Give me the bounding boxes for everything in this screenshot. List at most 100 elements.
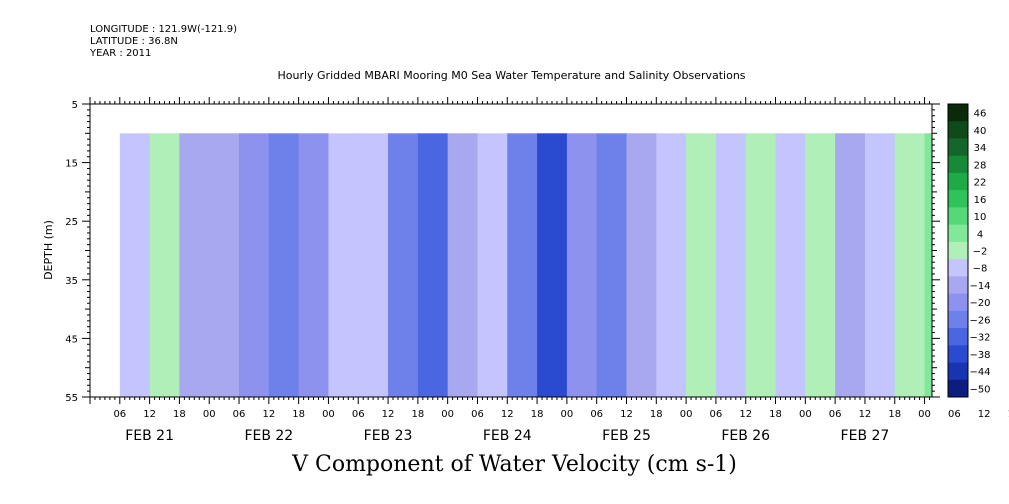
x-day-label: FEB 26 — [721, 428, 770, 444]
x-tick-label: 00 — [322, 409, 335, 420]
heatmap-field — [119, 133, 933, 398]
y-tick-label: 25 — [65, 217, 78, 228]
colorbar-swatch — [948, 345, 968, 363]
colorbar-swatch — [948, 293, 968, 312]
x-tick-label: 18 — [411, 409, 424, 420]
colorbar-label: 16 — [974, 195, 987, 206]
x-tick-label: 00 — [561, 409, 574, 420]
colorbar-label: −50 — [969, 384, 990, 395]
colorbar-label: −32 — [969, 333, 990, 344]
x-tick-label: 18 — [1008, 409, 1009, 420]
heatmap-cell — [507, 133, 538, 398]
heatmap-cell — [477, 133, 508, 398]
colorbar-label: −44 — [969, 367, 990, 378]
x-tick-label: 06 — [590, 409, 603, 420]
y-tick-label: 5 — [72, 100, 78, 111]
x-axis: 06 12 18 00 06 12 18 00 06 12 18 00 06 12 18 00 06 12 18 00… — [89, 97, 1009, 444]
colorbar-label: 10 — [974, 212, 987, 223]
longitude-label: LONGITUDE : 121.9W(-121.9) — [90, 24, 237, 35]
x-day-label: FEB 21 — [125, 428, 174, 444]
heatmap-cell — [417, 133, 449, 398]
colorbar-swatch — [948, 259, 968, 277]
x-tick-label: 00 — [441, 409, 454, 420]
heatmap-cell — [596, 133, 627, 398]
x-tick-label: 12 — [620, 409, 633, 420]
colorbar-label: −8 — [973, 264, 988, 275]
x-tick-label: 12 — [501, 409, 514, 420]
x-tick-label: 06 — [471, 409, 484, 420]
x-day-label: FEB 22 — [244, 428, 293, 444]
heatmap-cell — [388, 133, 419, 398]
colorbar-swatch — [948, 190, 968, 208]
x-day-label: FEB 25 — [602, 428, 651, 444]
colorbar-swatch — [948, 104, 968, 122]
colorbar-swatch — [948, 379, 968, 398]
heatmap-cell — [179, 133, 210, 398]
colorbar-label: −26 — [969, 315, 990, 326]
colorbar-label: −20 — [969, 298, 990, 309]
heatmap-cell — [686, 133, 717, 398]
heatmap-cell — [268, 133, 300, 398]
x-tick-label: 12 — [262, 409, 275, 420]
heatmap-cell — [566, 133, 598, 398]
x-tick-label: 06 — [352, 409, 365, 420]
heatmap-cell — [209, 133, 240, 398]
x-tick-label: 18 — [769, 409, 782, 420]
colorbar-swatch — [948, 224, 968, 243]
colorbar-swatch — [948, 328, 968, 346]
x-tick-label: 18 — [888, 409, 901, 420]
colorbar-swatch — [948, 207, 968, 226]
year-label: YEAR : 2011 — [90, 48, 152, 59]
heatmap-cell — [239, 133, 270, 398]
x-tick-label: 00 — [799, 409, 812, 420]
heatmap-cell — [715, 133, 747, 398]
colorbar-swatch — [948, 362, 968, 381]
heatmap-cell — [626, 133, 657, 398]
x-day-label: FEB 27 — [841, 428, 890, 444]
x-tick-label: 12 — [978, 409, 991, 420]
colorbar-label: 4 — [977, 229, 983, 240]
heatmap-cell — [298, 133, 329, 398]
heatmap-cell — [745, 133, 777, 398]
x-tick-label: 06 — [113, 409, 126, 420]
heatmap-cell — [537, 133, 568, 398]
x-tick-label: 06 — [710, 409, 723, 420]
x-tick-label: 18 — [173, 409, 186, 420]
heatmap-cell — [328, 133, 359, 398]
x-tick-label: 00 — [680, 409, 693, 420]
colorbar-frame — [947, 103, 969, 398]
x-tick-label: 18 — [650, 409, 663, 420]
colorbar-label: 28 — [974, 160, 987, 171]
x-tick-label: 06 — [948, 409, 961, 420]
colorbar-label: −38 — [969, 350, 990, 361]
colorbar-swatch — [948, 155, 968, 174]
colorbar-swatch — [948, 310, 968, 329]
colorbar-label: 40 — [974, 126, 987, 137]
y-axis: 5 15 25 35 45 55 — [65, 100, 940, 404]
x-day-label: FEB 23 — [364, 428, 413, 444]
x-tick-label: 06 — [829, 409, 842, 420]
y-tick-label: 55 — [65, 393, 78, 404]
x-tick-label: 00 — [918, 409, 931, 420]
latitude-label: LATITUDE : 36.8N — [90, 36, 178, 47]
colorbar-swatch — [948, 241, 968, 260]
heatmap-cell — [894, 133, 926, 398]
x-tick-label: 12 — [143, 409, 156, 420]
x-tick-label: 12 — [739, 409, 752, 420]
heatmap-cell — [924, 133, 933, 398]
chart-title: Hourly Gridded MBARI Mooring M0 Sea Wate… — [277, 69, 746, 82]
y-tick-label: 15 — [65, 159, 78, 170]
x-tick-label: 00 — [203, 409, 216, 420]
heatmap-cell — [775, 133, 806, 398]
colorbar-label: −14 — [969, 281, 990, 292]
x-tick-label: 18 — [531, 409, 544, 420]
heatmap-cell — [835, 133, 866, 398]
y-tick-label: 45 — [65, 334, 78, 345]
heatmap-cell — [358, 133, 389, 398]
y-tick-label: 35 — [65, 276, 78, 287]
heatmap-cell — [656, 133, 687, 398]
colorbar-swatch — [948, 276, 968, 294]
heatmap-cell — [149, 133, 180, 398]
heatmap-cell — [864, 133, 896, 398]
